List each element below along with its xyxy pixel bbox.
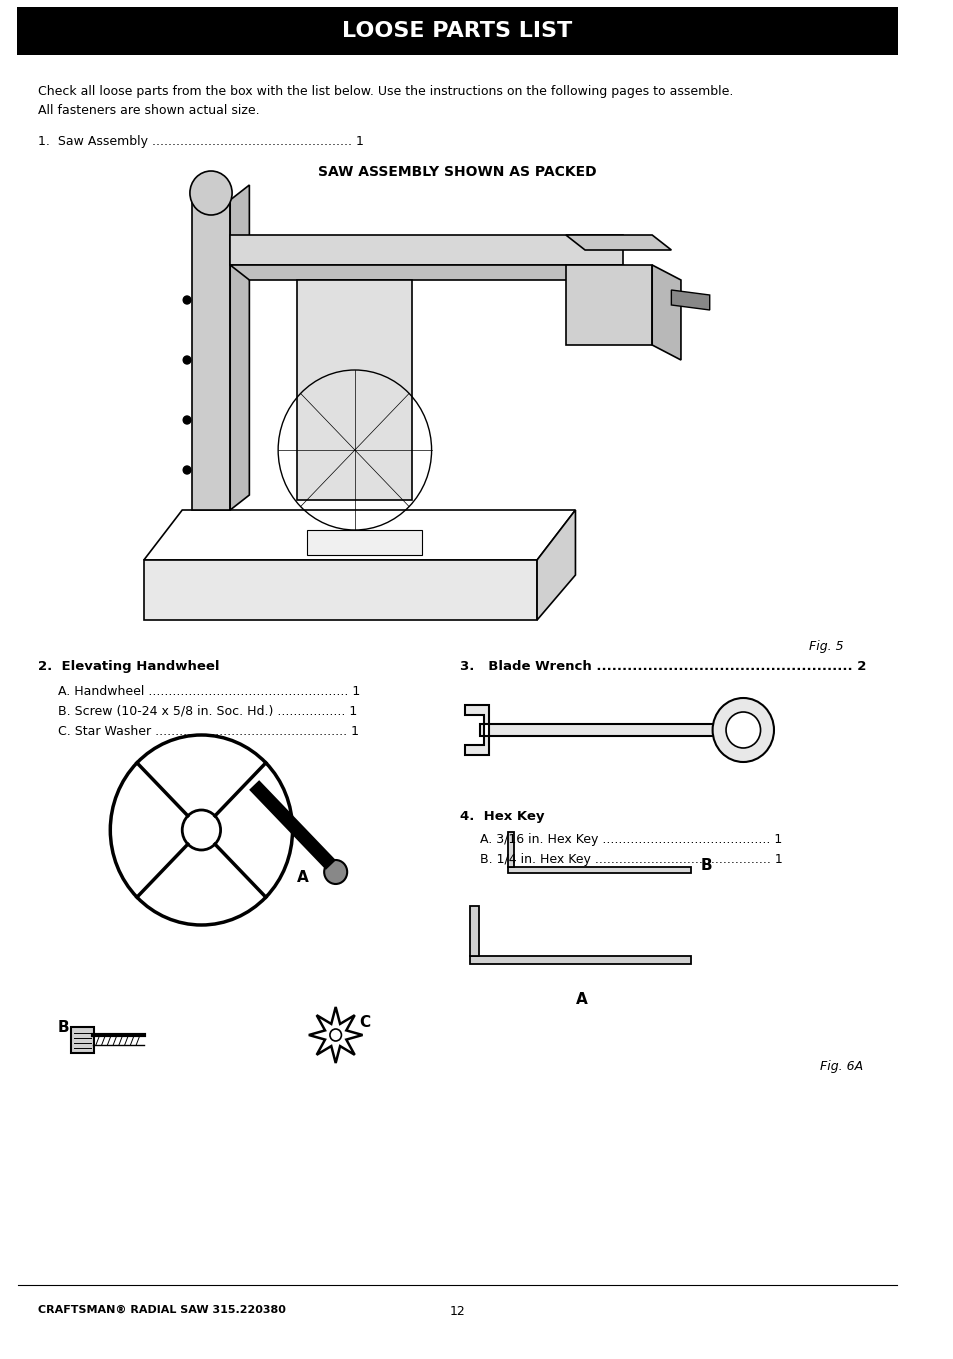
Text: 3.   Blade Wrench .................................................. 2: 3. Blade Wrench ........................… (460, 660, 866, 673)
Text: A. 3/16 in. Hex Key .......................................... 1: A. 3/16 in. Hex Key ....................… (479, 833, 781, 847)
Circle shape (725, 712, 760, 747)
Polygon shape (465, 705, 489, 756)
Polygon shape (508, 867, 690, 872)
Text: 2.  Elevating Handwheel: 2. Elevating Handwheel (38, 660, 219, 673)
Circle shape (330, 1029, 341, 1041)
Circle shape (183, 416, 191, 424)
Circle shape (190, 171, 232, 215)
Text: B: B (700, 858, 711, 872)
Text: 1.  Saw Assembly .................................................. 1: 1. Saw Assembly ........................… (38, 135, 364, 148)
FancyBboxPatch shape (17, 7, 897, 54)
Polygon shape (470, 906, 478, 955)
Circle shape (712, 699, 773, 762)
Circle shape (183, 296, 191, 304)
Text: 4.  Hex Key: 4. Hex Key (460, 810, 544, 824)
Text: Fig. 6A: Fig. 6A (820, 1060, 862, 1074)
Text: C: C (359, 1015, 371, 1030)
Text: Fig. 5: Fig. 5 (808, 640, 843, 654)
Text: B: B (57, 1021, 70, 1036)
FancyBboxPatch shape (307, 530, 421, 554)
FancyBboxPatch shape (71, 1027, 94, 1053)
Text: LOOSE PARTS LIST: LOOSE PARTS LIST (342, 20, 572, 41)
Text: A: A (575, 992, 587, 1007)
Circle shape (324, 860, 347, 883)
Polygon shape (230, 185, 249, 510)
Polygon shape (537, 510, 575, 620)
Polygon shape (565, 265, 652, 345)
Text: A. Handwheel .................................................. 1: A. Handwheel ...........................… (57, 685, 359, 699)
Polygon shape (489, 724, 719, 737)
Text: B. 1/4 in. Hex Key ............................................ 1: B. 1/4 in. Hex Key .....................… (479, 853, 781, 866)
Text: A: A (297, 870, 309, 885)
Polygon shape (230, 235, 622, 265)
Polygon shape (652, 265, 680, 360)
Text: Check all loose parts from the box with the list below. Use the instructions on : Check all loose parts from the box with … (38, 86, 733, 117)
Polygon shape (508, 832, 514, 867)
Polygon shape (192, 200, 230, 510)
Polygon shape (671, 289, 709, 310)
Circle shape (183, 466, 191, 474)
Polygon shape (297, 280, 412, 500)
Text: C. Star Washer ................................................ 1: C. Star Washer .........................… (57, 724, 358, 738)
Text: B. Screw (10-24 x 5/8 in. Soc. Hd.) ................. 1: B. Screw (10-24 x 5/8 in. Soc. Hd.) ....… (57, 705, 356, 718)
Polygon shape (230, 265, 642, 280)
Circle shape (183, 356, 191, 364)
Text: 12: 12 (449, 1305, 465, 1318)
Polygon shape (565, 235, 671, 250)
Text: SAW ASSEMBLY SHOWN AS PACKED: SAW ASSEMBLY SHOWN AS PACKED (318, 164, 597, 179)
Polygon shape (470, 955, 690, 964)
Polygon shape (144, 560, 537, 620)
Text: CRAFTSMAN® RADIAL SAW 315.220380: CRAFTSMAN® RADIAL SAW 315.220380 (38, 1305, 286, 1316)
